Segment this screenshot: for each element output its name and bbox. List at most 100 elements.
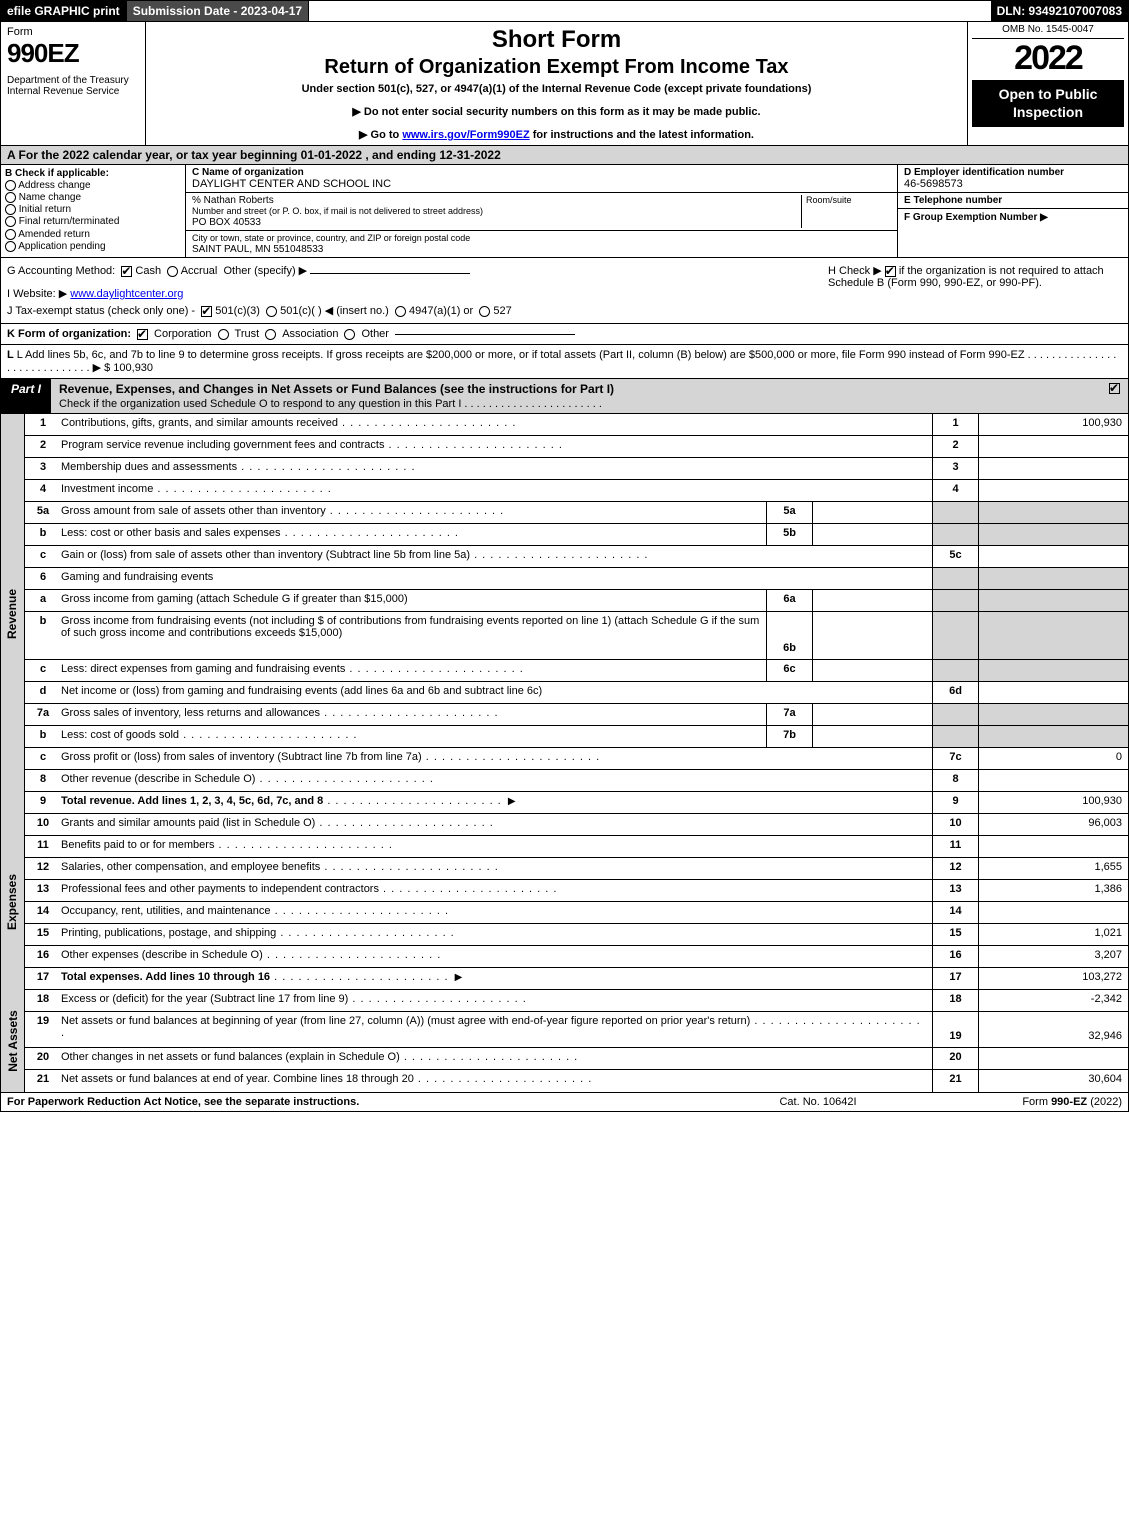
b-opt-address[interactable]: Address change xyxy=(5,180,181,191)
line-7b: bLess: cost of goods sold7b xyxy=(25,726,1128,748)
l-value: 100,930 xyxy=(113,362,153,374)
k-other-line[interactable] xyxy=(395,334,575,335)
omb-number: OMB No. 1545-0047 xyxy=(972,24,1124,39)
line-21: 21Net assets or fund balances at end of … xyxy=(25,1070,1128,1092)
room-suite: Room/suite xyxy=(801,195,891,228)
info-block: B Check if applicable: Address change Na… xyxy=(0,165,1129,258)
h-checkbox[interactable] xyxy=(885,266,896,277)
j-tax-exempt: J Tax-exempt status (check only one) - 5… xyxy=(7,304,822,317)
b-opt-amended[interactable]: Amended return xyxy=(5,229,181,240)
b-label: B Check if applicable: xyxy=(5,168,181,179)
part-i-title: Revenue, Expenses, and Changes in Net As… xyxy=(51,379,1101,413)
department-label: Department of the Treasury Internal Reve… xyxy=(7,75,139,97)
k-form-org: K Form of organization: Corporation Trus… xyxy=(0,324,1129,345)
goto-pre: ▶ Go to xyxy=(359,129,402,141)
g-other-line[interactable] xyxy=(310,273,470,274)
dln-label: DLN: 93492107007083 xyxy=(991,1,1128,21)
b-opt-initial[interactable]: Initial return xyxy=(5,204,181,215)
under-section: Under section 501(c), 527, or 4947(a)(1)… xyxy=(152,83,961,95)
line-4: 4Investment income4 xyxy=(25,480,1128,502)
k-corp[interactable] xyxy=(137,329,148,340)
g-accounting: G Accounting Method: Cash Accrual Other … xyxy=(7,264,822,277)
city-value: SAINT PAUL, MN 551048533 xyxy=(192,244,323,255)
line-5c: cGain or (loss) from sale of assets othe… xyxy=(25,546,1128,568)
header-center: Short Form Return of Organization Exempt… xyxy=(146,22,968,145)
header-left: Form 990EZ Department of the Treasury In… xyxy=(1,22,146,145)
revenue-side-label: Revenue xyxy=(1,414,25,814)
footer-paperwork: For Paperwork Reduction Act Notice, see … xyxy=(1,1093,708,1111)
line-12: 12Salaries, other compensation, and empl… xyxy=(25,858,1128,880)
j-4947[interactable] xyxy=(395,306,406,317)
top-bar: efile GRAPHIC print Submission Date - 20… xyxy=(0,0,1129,22)
line-17: 17Total expenses. Add lines 10 through 1… xyxy=(25,968,1128,990)
short-form-title: Short Form xyxy=(152,26,961,54)
g-cash-check[interactable] xyxy=(121,266,132,277)
return-title: Return of Organization Exempt From Incom… xyxy=(152,56,961,79)
line-6c: cLess: direct expenses from gaming and f… xyxy=(25,660,1128,682)
section-def: D Employer identification number 46-5698… xyxy=(898,165,1128,257)
c-name-label: C Name of organization xyxy=(192,167,304,178)
line-1: 1Contributions, gifts, grants, and simil… xyxy=(25,414,1128,436)
goto-post: for instructions and the latest informat… xyxy=(530,129,754,141)
netassets-grid: Net Assets 18Excess or (deficit) for the… xyxy=(0,990,1129,1093)
line-18: 18Excess or (deficit) for the year (Subt… xyxy=(25,990,1128,1012)
form-header: Form 990EZ Department of the Treasury In… xyxy=(0,22,1129,146)
care-of: % Nathan Roberts xyxy=(192,195,801,206)
c-city-row: City or town, state or province, country… xyxy=(186,231,897,257)
section-a: A For the 2022 calendar year, or tax yea… xyxy=(0,146,1129,165)
j-501c3[interactable] xyxy=(201,306,212,317)
org-name: DAYLIGHT CENTER AND SCHOOL INC xyxy=(192,178,391,190)
k-trust[interactable] xyxy=(218,329,229,340)
line-3: 3Membership dues and assessments3 xyxy=(25,458,1128,480)
line-16: 16Other expenses (describe in Schedule O… xyxy=(25,946,1128,968)
line-10: 10Grants and similar amounts paid (list … xyxy=(25,814,1128,836)
k-assoc[interactable] xyxy=(265,329,276,340)
k-other[interactable] xyxy=(344,329,355,340)
irs-link[interactable]: www.irs.gov/Form990EZ xyxy=(402,129,529,141)
b-opt-name[interactable]: Name change xyxy=(5,192,181,203)
f-group: F Group Exemption Number ▶ xyxy=(898,209,1128,257)
c-name-row: C Name of organization DAYLIGHT CENTER A… xyxy=(186,165,897,193)
line-8: 8Other revenue (describe in Schedule O)8 xyxy=(25,770,1128,792)
section-c: C Name of organization DAYLIGHT CENTER A… xyxy=(186,165,898,257)
b-opt-final[interactable]: Final return/terminated xyxy=(5,216,181,227)
form-number: 990EZ xyxy=(7,38,139,69)
efile-label[interactable]: efile GRAPHIC print xyxy=(1,1,127,21)
part-i-header: Part I Revenue, Expenses, and Changes in… xyxy=(0,379,1129,414)
website-link[interactable]: www.daylightcenter.org xyxy=(70,288,183,300)
line-5a: 5aGross amount from sale of assets other… xyxy=(25,502,1128,524)
b-opt-pending[interactable]: Application pending xyxy=(5,241,181,252)
h-check: H Check ▶ if the organization is not req… xyxy=(822,264,1122,317)
line-19: 19Net assets or fund balances at beginni… xyxy=(25,1012,1128,1048)
line-14: 14Occupancy, rent, utilities, and mainte… xyxy=(25,902,1128,924)
footer-catno: Cat. No. 10642I xyxy=(708,1093,928,1111)
part-i-check[interactable] xyxy=(1101,379,1128,413)
line-11: 11Benefits paid to or for members11 xyxy=(25,836,1128,858)
j-501c[interactable] xyxy=(266,306,277,317)
header-right: OMB No. 1545-0047 2022 Open to Public In… xyxy=(968,22,1128,145)
footer-formref: Form 990-EZ (2022) xyxy=(928,1093,1128,1111)
line-6b: bGross income from fundraising events (n… xyxy=(25,612,1128,660)
g-h-block: G Accounting Method: Cash Accrual Other … xyxy=(0,258,1129,324)
line-9: 9Total revenue. Add lines 1, 2, 3, 4, 5c… xyxy=(25,792,1128,814)
open-to-public: Open to Public Inspection xyxy=(972,80,1124,127)
street-label: Number and street (or P. O. box, if mail… xyxy=(192,206,483,216)
c-street-row: % Nathan Roberts Number and street (or P… xyxy=(186,193,897,231)
line-5b: bLess: cost or other basis and sales exp… xyxy=(25,524,1128,546)
line-7c: cGross profit or (loss) from sales of in… xyxy=(25,748,1128,770)
line-6d: dNet income or (loss) from gaming and fu… xyxy=(25,682,1128,704)
street-value: PO BOX 40533 xyxy=(192,217,261,228)
section-b: B Check if applicable: Address change Na… xyxy=(1,165,186,257)
expenses-side-label: Expenses xyxy=(1,814,25,990)
line-6a: aGross income from gaming (attach Schedu… xyxy=(25,590,1128,612)
line-13: 13Professional fees and other payments t… xyxy=(25,880,1128,902)
d-ein: D Employer identification number 46-5698… xyxy=(898,165,1128,193)
submission-date: Submission Date - 2023-04-17 xyxy=(127,1,309,21)
j-527[interactable] xyxy=(479,306,490,317)
bullet-goto: ▶ Go to www.irs.gov/Form990EZ for instru… xyxy=(152,128,961,141)
form-label: Form xyxy=(7,26,139,38)
line-7a: 7aGross sales of inventory, less returns… xyxy=(25,704,1128,726)
g-accrual-check[interactable] xyxy=(167,266,178,277)
tax-year: 2022 xyxy=(972,39,1124,78)
ein-value: 46-5698573 xyxy=(904,178,963,190)
